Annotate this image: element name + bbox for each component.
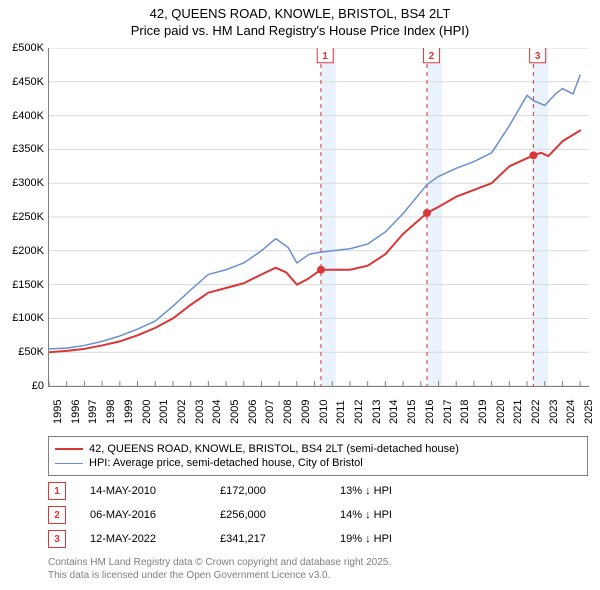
x-tick-label: 1999	[123, 400, 135, 424]
svg-text:1: 1	[322, 51, 328, 62]
transaction-delta: 14% ↓ HPI	[340, 509, 460, 521]
marker-badge-3: 3	[48, 530, 66, 548]
x-tick-label: 2009	[300, 400, 312, 424]
x-tick-label: 2000	[141, 400, 153, 424]
x-tick-label: 2024	[565, 400, 577, 424]
transaction-date: 12-MAY-2022	[90, 533, 220, 545]
legend-swatch-hpi	[55, 463, 83, 464]
transaction-date: 06-MAY-2016	[90, 509, 220, 521]
y-tick-label: £150K	[12, 279, 44, 291]
transactions-table: 1 14-MAY-2010 £172,000 13% ↓ HPI 2 06-MA…	[48, 482, 588, 554]
legend-label-price-paid: 42, QUEENS ROAD, KNOWLE, BRISTOL, BS4 2L…	[89, 443, 459, 455]
x-tick-label: 2017	[442, 400, 454, 424]
x-tick-label: 2013	[371, 400, 383, 424]
y-tick-label: £200K	[12, 245, 44, 257]
transaction-row: 1 14-MAY-2010 £172,000 13% ↓ HPI	[48, 482, 588, 500]
legend-item-price-paid: 42, QUEENS ROAD, KNOWLE, BRISTOL, BS4 2L…	[55, 443, 581, 455]
x-tick-label: 2016	[424, 400, 436, 424]
x-tick-label: 2010	[318, 400, 330, 424]
chart-plot-area: 1 2 3	[48, 48, 589, 387]
transaction-delta: 13% ↓ HPI	[340, 485, 460, 497]
x-tick-label: 1998	[105, 400, 117, 424]
y-tick-label: £100K	[12, 312, 44, 324]
x-tick-label: 2002	[176, 400, 188, 424]
y-tick-label: £50K	[18, 346, 44, 358]
x-tick-label: 2015	[406, 400, 418, 424]
legend: 42, QUEENS ROAD, KNOWLE, BRISTOL, BS4 2L…	[48, 436, 588, 476]
transaction-price: £341,217	[220, 533, 340, 545]
y-tick-label: £0	[32, 380, 44, 392]
x-tick-label: 2018	[459, 400, 471, 424]
y-tick-label: £500K	[12, 42, 44, 54]
x-tick-label: 1997	[87, 400, 99, 424]
attribution-text: Contains HM Land Registry data © Crown c…	[48, 556, 588, 582]
title-line2: Price paid vs. HM Land Registry's House …	[0, 23, 600, 40]
x-tick-label: 2001	[158, 400, 170, 424]
x-tick-label: 2006	[247, 400, 259, 424]
transaction-delta: 19% ↓ HPI	[340, 533, 460, 545]
y-tick-label: £450K	[12, 76, 44, 88]
title-block: 42, QUEENS ROAD, KNOWLE, BRISTOL, BS4 2L…	[0, 0, 600, 40]
x-tick-label: 2023	[548, 400, 560, 424]
attribution-line1: Contains HM Land Registry data © Crown c…	[48, 556, 588, 569]
y-axis-labels: £0£50K£100K£150K£200K£250K£300K£350K£400…	[0, 48, 44, 386]
attribution-line2: This data is licensed under the Open Gov…	[48, 569, 588, 582]
marker-badge-2: 2	[48, 506, 66, 524]
chart-svg: 1 2 3	[49, 48, 589, 386]
chart-container: 42, QUEENS ROAD, KNOWLE, BRISTOL, BS4 2L…	[0, 0, 600, 590]
marker-badge-1: 1	[48, 482, 66, 500]
transaction-date: 14-MAY-2010	[90, 485, 220, 497]
x-tick-label: 2005	[229, 400, 241, 424]
x-tick-label: 2014	[388, 400, 400, 424]
y-tick-label: £300K	[12, 177, 44, 189]
x-tick-label: 1996	[70, 400, 82, 424]
legend-label-hpi: HPI: Average price, semi-detached house,…	[89, 457, 363, 469]
x-axis-labels: 1995 1996 1997 1998 1999 2000 2001 2002 2003 2004…	[48, 390, 588, 440]
x-tick-label: 2008	[282, 400, 294, 424]
x-tick-label: 2011	[335, 400, 347, 424]
x-tick-label: 2019	[477, 400, 489, 424]
x-tick-label: 2021	[512, 400, 524, 424]
svg-text:2: 2	[429, 51, 435, 62]
x-tick-label: 2007	[264, 400, 276, 424]
x-tick-label: 2020	[495, 400, 507, 424]
svg-text:3: 3	[535, 51, 541, 62]
legend-item-hpi: HPI: Average price, semi-detached house,…	[55, 457, 581, 469]
transaction-row: 3 12-MAY-2022 £341,217 19% ↓ HPI	[48, 530, 588, 548]
transaction-price: £256,000	[220, 509, 340, 521]
y-tick-label: £250K	[12, 211, 44, 223]
title-line1: 42, QUEENS ROAD, KNOWLE, BRISTOL, BS4 2L…	[0, 6, 600, 23]
x-tick-label: 2004	[211, 400, 223, 424]
x-tick-label: 2025	[583, 400, 595, 424]
y-tick-label: £350K	[12, 143, 44, 155]
x-tick-label: 2022	[530, 400, 542, 424]
transaction-row: 2 06-MAY-2016 £256,000 14% ↓ HPI	[48, 506, 588, 524]
legend-swatch-price-paid	[55, 448, 83, 450]
x-tick-label: 2012	[353, 400, 365, 424]
x-tick-label: 2003	[194, 400, 206, 424]
transaction-price: £172,000	[220, 485, 340, 497]
x-tick-label: 1995	[52, 400, 64, 424]
y-tick-label: £400K	[12, 110, 44, 122]
